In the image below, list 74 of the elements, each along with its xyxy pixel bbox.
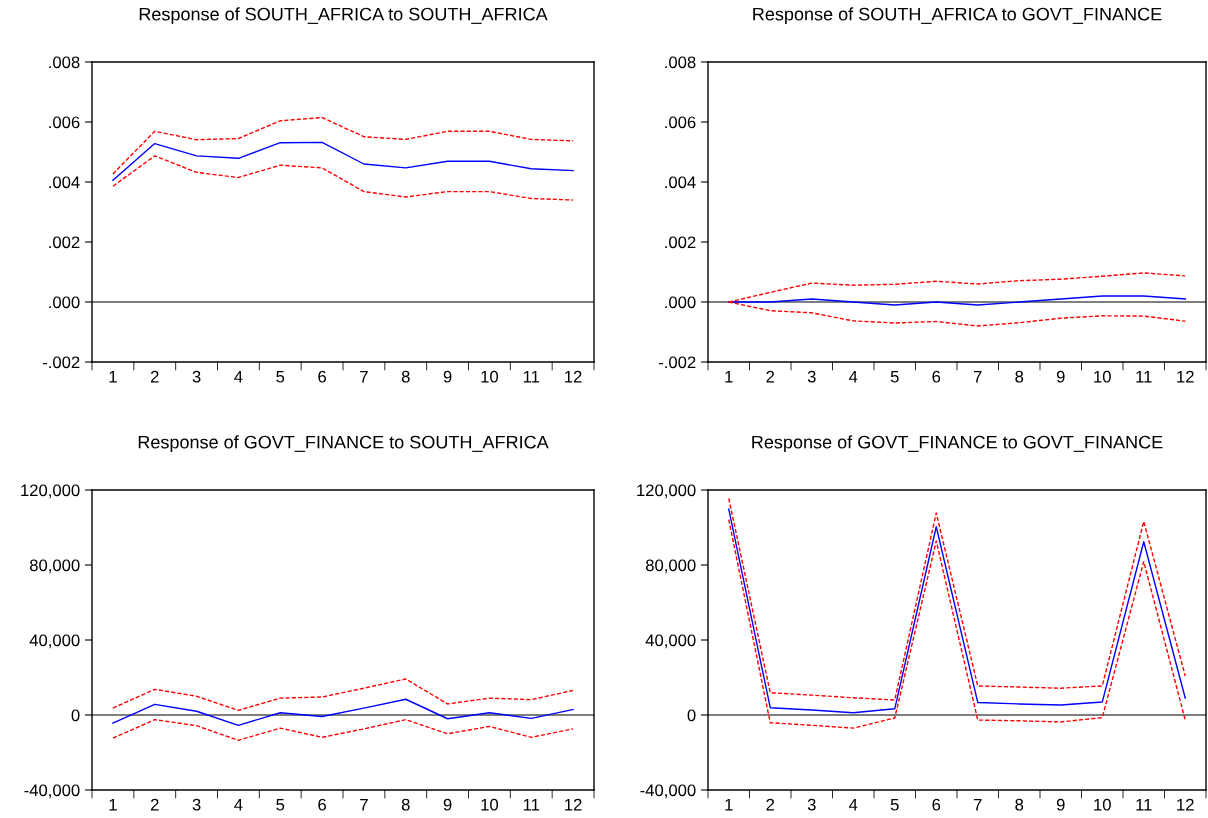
y-tick-label: -40,000 [640, 784, 696, 799]
y-tick-label: .008 [665, 56, 696, 69]
x-tick-label: 5 [890, 370, 899, 383]
y-tick-label: .004 [49, 176, 80, 189]
chart-title: Response of SOUTH_AFRICA to GOVT_FINANCE [753, 7, 1162, 25]
x-tick-label: 11 [1136, 370, 1152, 383]
y-tick-label: 120,000 [21, 484, 80, 499]
x-tick-label: 4 [234, 798, 243, 811]
x-tick-label: 7 [973, 798, 982, 811]
y-tick-label: -.002 [42, 356, 80, 369]
y-tick-label: .002 [49, 236, 80, 249]
x-tick-label: 2 [766, 798, 775, 811]
y-tick-label: .006 [665, 116, 696, 129]
x-tick-label: 3 [192, 798, 201, 811]
x-tick-label: 5 [276, 798, 285, 811]
x-tick-label: 12 [1177, 370, 1194, 383]
y-tick-label: .000 [665, 296, 696, 309]
x-tick-label: 10 [1094, 798, 1111, 811]
y-tick-label: .000 [49, 296, 80, 309]
x-tick-label: 10 [481, 798, 499, 811]
x-tick-label: 3 [807, 370, 816, 383]
y-tick-label: 0 [687, 709, 696, 722]
x-tick-label: 9 [443, 798, 452, 811]
y-tick-label: 40,000 [645, 634, 696, 649]
chart-title: Response of SOUTH_AFRICA to SOUTH_AFRICA [139, 7, 548, 25]
x-tick-label: 11 [523, 798, 540, 811]
y-tick-label: .006 [49, 116, 80, 129]
x-tick-label: 7 [360, 370, 368, 383]
y-tick-label: .004 [665, 176, 696, 189]
x-tick-label: 9 [1056, 370, 1065, 383]
x-tick-label: 4 [849, 798, 858, 811]
x-tick-label: 4 [849, 370, 858, 383]
x-tick-label: 4 [234, 370, 243, 383]
x-tick-label: 1 [725, 370, 733, 383]
x-tick-label: 9 [443, 370, 452, 383]
x-tick-label: 2 [150, 798, 159, 811]
x-tick-label: 2 [150, 370, 159, 383]
x-tick-label: 12 [565, 798, 582, 811]
x-tick-label: 3 [807, 798, 816, 811]
y-tick-label: .002 [665, 236, 696, 249]
x-tick-label: 10 [1094, 370, 1111, 383]
x-tick-label: 11 [523, 370, 540, 383]
x-tick-label: 8 [1015, 798, 1024, 811]
y-tick-label: 80,000 [645, 559, 696, 574]
x-tick-label: 6 [932, 370, 941, 383]
x-tick-label: 5 [276, 370, 285, 383]
x-tick-label: 12 [1177, 798, 1194, 811]
x-tick-label: 7 [360, 798, 368, 811]
y-tick-label: 0 [71, 709, 80, 722]
chart-title: Response of GOVT_FINANCE to SOUTH_AFRICA [138, 435, 549, 453]
x-tick-label: 6 [932, 798, 941, 811]
x-tick-label: 6 [318, 798, 326, 811]
y-tick-label: 120,000 [637, 484, 696, 499]
y-tick-label: 40,000 [29, 634, 80, 649]
y-tick-label: 80,000 [29, 559, 80, 574]
y-tick-label: -40,000 [24, 784, 80, 799]
x-tick-label: 6 [318, 370, 326, 383]
x-tick-label: 8 [1015, 370, 1024, 383]
x-tick-label: 1 [109, 798, 117, 811]
x-tick-label: 2 [766, 370, 775, 383]
x-tick-label: 5 [890, 798, 899, 811]
y-tick-label: -.002 [658, 356, 696, 369]
x-tick-label: 3 [192, 370, 201, 383]
y-tick-label: .008 [49, 56, 80, 69]
chart-title: Response of GOVT_FINANCE to GOVT_FINANCE [752, 435, 1163, 453]
x-tick-label: 10 [481, 370, 499, 383]
x-tick-label: 12 [565, 370, 582, 383]
x-tick-label: 7 [973, 370, 982, 383]
x-tick-label: 1 [109, 370, 117, 383]
x-tick-label: 8 [401, 370, 410, 383]
x-tick-label: 8 [401, 798, 410, 811]
x-tick-label: 9 [1056, 798, 1065, 811]
x-tick-label: 1 [725, 798, 733, 811]
x-tick-label: 11 [1136, 798, 1152, 811]
